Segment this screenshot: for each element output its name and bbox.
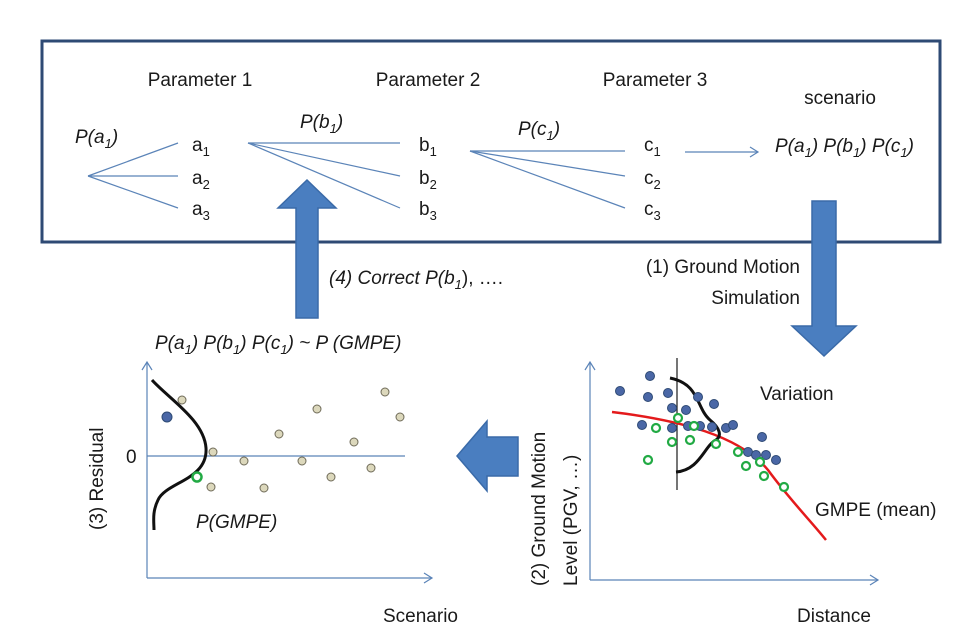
left-residual-dots	[177, 387, 405, 493]
right-blue-dot	[667, 403, 677, 413]
right-green-dot	[732, 446, 744, 458]
right-green-dot	[688, 420, 700, 432]
left-tan-dot	[274, 429, 284, 439]
p-gmpe-label: P(GMPE)	[196, 512, 277, 533]
right-blue-dot	[643, 392, 653, 402]
scenario-axis-label: Scenario	[383, 606, 458, 627]
right-blue-dot	[693, 392, 703, 402]
right-blue-dot	[771, 455, 781, 465]
left-tan-dot	[297, 456, 307, 466]
right-green-dot	[684, 434, 696, 446]
left-plot-axes	[141, 360, 434, 584]
left-tan-dot	[380, 387, 390, 397]
right-green-dot	[650, 422, 662, 434]
right-green-dot	[740, 460, 752, 472]
right-green-dot	[754, 456, 766, 468]
right-green-dot	[710, 438, 722, 450]
scenario-thin-arrow	[685, 146, 760, 158]
branches-b	[247, 142, 401, 209]
right-green-dot	[778, 481, 790, 493]
b-node-3: b3	[419, 199, 437, 223]
right-blue-dot	[728, 420, 738, 430]
step4-label: (4) Correct P(b1), ….	[329, 268, 503, 292]
right-blue-dot	[707, 422, 717, 432]
right-blue-dot	[637, 420, 647, 430]
b-nodes: b1 b2 b3	[419, 135, 437, 223]
prob-b1-label: P(b1)	[300, 112, 343, 136]
parameter-3-label: Parameter 3	[603, 70, 708, 91]
distance-axis-label: Distance	[797, 606, 871, 627]
arrow-down-simulation	[790, 200, 858, 358]
left-tan-dot	[239, 456, 249, 466]
relation-label: P(a1) P(b1) P(c1) ~ P (GMPE)	[155, 333, 401, 357]
gmpe-mean-label: GMPE (mean)	[815, 500, 936, 521]
right-blue-dot	[615, 386, 625, 396]
scenario-probability: P(a1) P(b1) P(c1)	[775, 136, 914, 160]
left-tan-dot	[259, 483, 269, 493]
right-blue-dot	[667, 423, 677, 433]
step2-label-line2: Level (PGV, …)	[561, 455, 582, 586]
right-blue-dots	[615, 371, 781, 465]
right-blue-dot	[645, 371, 655, 381]
c-node-3: c3	[644, 199, 661, 223]
branches-c	[469, 150, 626, 209]
c-nodes: c1 c2 c3	[644, 135, 661, 223]
step3-label: (3) Residual	[87, 428, 108, 530]
left-tan-dot	[177, 395, 187, 405]
step1-label-line2: Simulation	[711, 288, 800, 309]
residual-green-dot	[191, 471, 203, 483]
step2-label-line1: (2) Ground Motion	[529, 432, 550, 586]
right-blue-dot	[681, 405, 691, 415]
right-green-dot	[672, 412, 684, 424]
parameter-2-label: Parameter 2	[376, 70, 481, 91]
variation-label: Variation	[760, 384, 834, 405]
residual-blue-dot	[161, 411, 173, 423]
right-plot-axes	[584, 360, 880, 586]
right-blue-dot	[761, 450, 771, 460]
left-tan-dot	[395, 412, 405, 422]
a-node-3: a3	[192, 199, 210, 223]
prob-a1-label: P(a1)	[75, 127, 118, 151]
c-node-2: c2	[644, 168, 661, 192]
arrow-left-residual	[456, 418, 519, 494]
left-tan-dot	[208, 447, 218, 457]
left-tan-dot	[312, 404, 322, 414]
step1-label-line1: (1) Ground Motion	[646, 257, 800, 278]
left-tan-dot	[349, 437, 359, 447]
left-tan-dot	[326, 472, 336, 482]
arrow-up-correct	[276, 178, 338, 319]
right-blue-dot	[663, 388, 673, 398]
parameter-1-label: Parameter 1	[148, 70, 253, 91]
right-green-dots	[642, 412, 790, 493]
a-node-1: a1	[192, 135, 210, 159]
parameter-tree-frame	[40, 39, 942, 244]
left-tan-dot	[366, 463, 376, 473]
b-node-1: b1	[419, 135, 437, 159]
right-blue-dot	[757, 432, 767, 442]
left-tan-dot	[206, 482, 216, 492]
zero-tick-label: 0	[126, 447, 137, 468]
right-blue-dot	[709, 399, 719, 409]
a-node-2: a2	[192, 168, 210, 192]
b-node-2: b2	[419, 168, 437, 192]
c-node-1: c1	[644, 135, 661, 159]
right-green-dot	[758, 470, 770, 482]
prob-c1-label: P(c1)	[518, 119, 560, 143]
right-green-dot	[642, 454, 654, 466]
right-green-dot	[666, 436, 678, 448]
branches-a	[87, 142, 179, 209]
a-nodes: a1 a2 a3	[192, 135, 210, 223]
scenario-label: scenario	[804, 88, 876, 109]
